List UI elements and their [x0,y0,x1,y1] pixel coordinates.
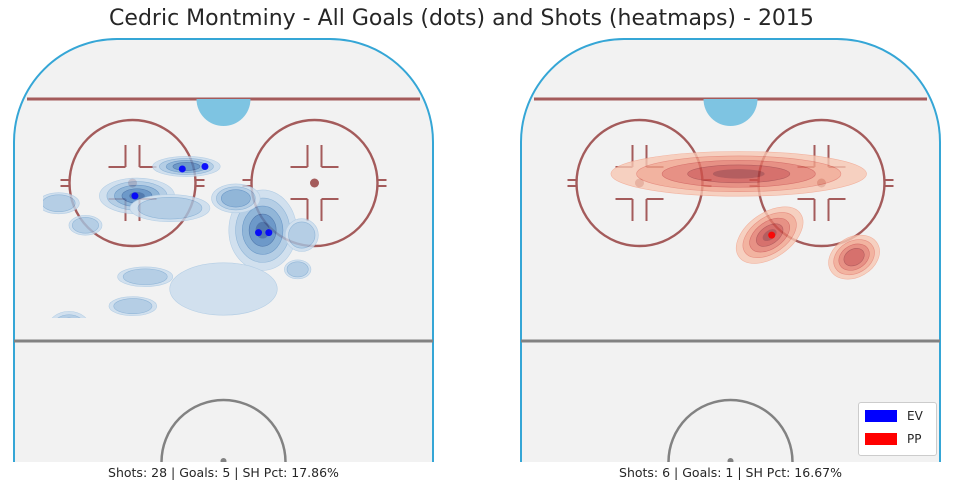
heatmap-ev [43,156,319,318]
density-contour [43,194,76,212]
density-contour [113,298,153,315]
density-contour [122,268,168,285]
faceoff-dot [310,178,319,188]
goal-dot [255,229,263,237]
density-contour [712,169,765,179]
density-contour [172,162,201,171]
rink-ice [521,39,940,462]
density-contour [137,196,203,220]
density-contour [288,221,316,249]
faceoff-circle [68,118,197,248]
legend-label-ev: EV [907,409,923,423]
legend-item-ev: EV [865,407,923,425]
legend-swatch-ev [865,410,897,422]
legend-item-pp: PP [865,430,921,448]
goal-dot [131,192,139,200]
goal-crease [196,99,251,126]
rink-ev-panel [13,38,434,462]
goal-crease [703,99,758,126]
density-contour [57,314,81,318]
rink-boards [13,38,434,462]
rink-ice [14,39,433,462]
center-circle [160,398,287,462]
density-contour [169,262,278,316]
density-contour [286,261,309,278]
center-dot [727,458,734,462]
rink-boards [520,38,941,462]
density-contour [220,189,251,208]
density-contour [71,217,100,234]
rink-pp-panel [520,38,941,462]
center-circle [667,398,794,462]
caption-pp: Shots: 6 | Goals: 1 | SH Pct: 16.67% [619,465,842,480]
center-dot [220,458,227,462]
legend-label-pp: PP [907,432,922,446]
goal-dot [265,229,273,237]
chart-title: Cedric Montminy - All Goals (dots) and S… [109,6,814,31]
caption-ev: Shots: 28 | Goals: 5 | SH Pct: 17.86% [108,465,339,480]
legend: EV PP [858,402,937,456]
goal-dot [178,165,186,173]
goal-dot [768,231,776,239]
legend-swatch-pp [865,433,897,445]
density-contour [843,248,865,267]
goal-dot [201,163,209,170]
